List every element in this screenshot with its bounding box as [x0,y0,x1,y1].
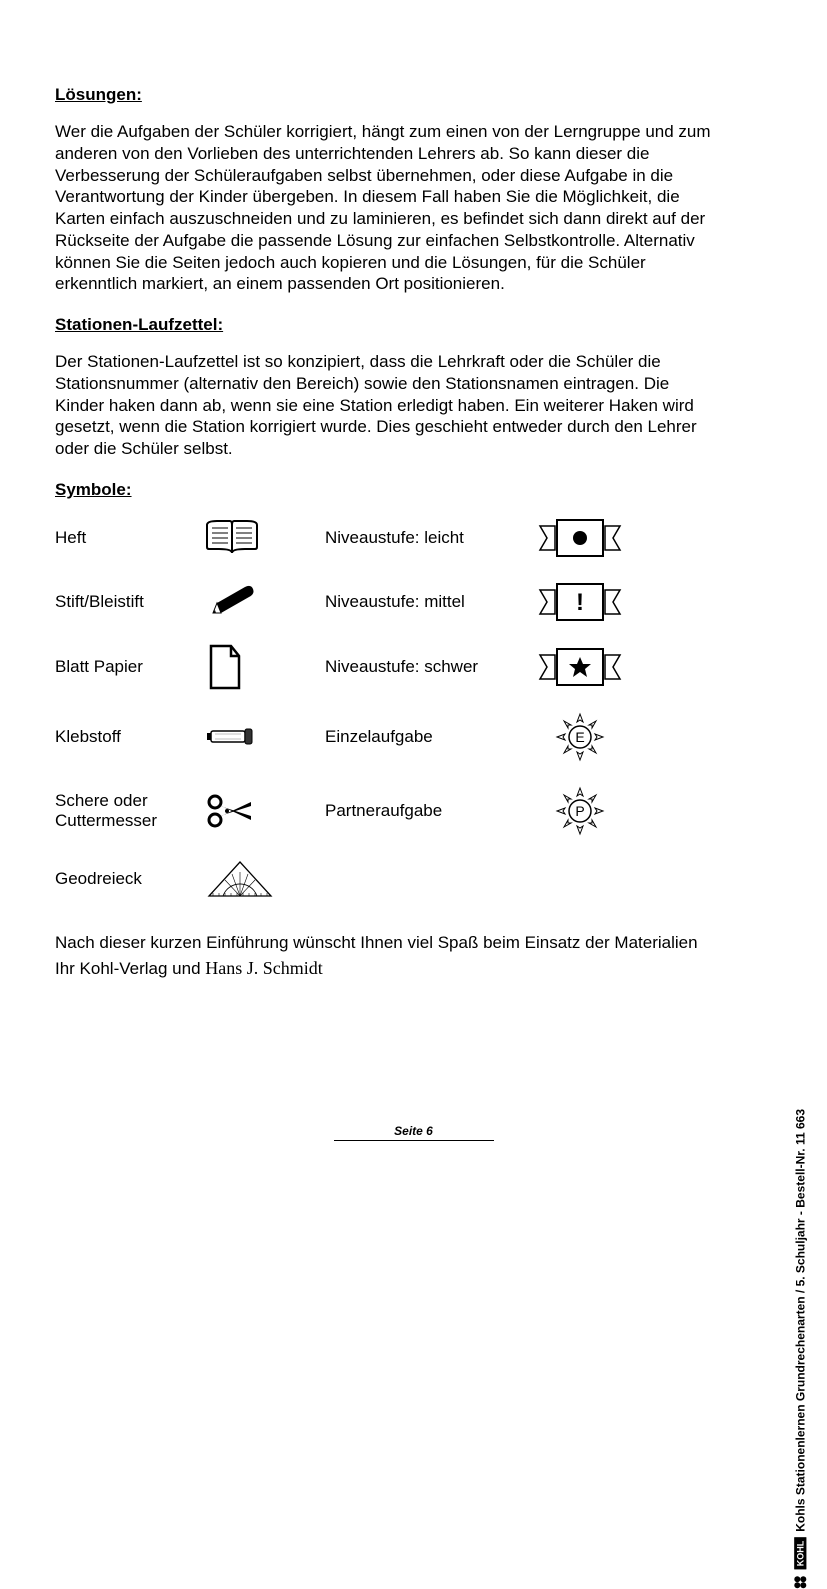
symbol-label-mittel: Niveaustufe: mittel [325,592,525,612]
badge-leicht-icon [525,516,635,560]
sidebar-imprint: KOHL Kohls Stationenlernen Grundrechenar… [793,1109,807,1589]
kohl-clover-icon [793,1575,807,1589]
symbol-label-stift: Stift/Bleistift [55,592,205,612]
closing-text: Nach dieser kurzen Einführung wünscht Ih… [55,930,715,983]
symbol-label-schwer: Niveaustufe: schwer [325,657,525,677]
badge-mittel-icon: ! [525,580,635,624]
closing-line1: Nach dieser kurzen Einführung wünscht Ih… [55,930,715,956]
svg-text:P: P [575,803,584,819]
page-number: Seite 6 [0,1124,827,1141]
heading-symbole: Symbole: [55,480,715,500]
book-icon [205,519,325,557]
symbols-grid: Heft Niveaustufe: leicht [55,516,715,900]
page-number-line [334,1140,494,1141]
svg-text:!: ! [576,589,584,616]
kohl-logo: KOHL [794,1538,806,1570]
symbol-label-klebstoff: Klebstoff [55,727,205,747]
paragraph-loesungen: Wer die Aufgaben der Schüler korrigiert,… [55,121,715,295]
symbol-label-papier: Blatt Papier [55,657,205,677]
glue-icon [205,715,325,759]
symbol-label-einzel: Einzelaufgabe [325,727,525,747]
scissors-icon [205,792,325,830]
symbol-label-heft: Heft [55,528,205,548]
heading-loesungen: Lösungen: [55,85,715,105]
heading-laufzettel: Stationen-Laufzettel: [55,315,715,335]
page-number-text: Seite 6 [394,1124,433,1138]
symbol-label-leicht: Niveaustufe: leicht [325,528,525,548]
symbol-label-partner: Partneraufgabe [325,801,525,821]
triangle-ruler-icon [205,858,325,900]
badge-partner-icon: P [525,784,635,838]
symbol-label-geodreieck: Geodreieck [55,869,205,889]
paragraph-laufzettel: Der Stationen-Laufzettel ist so konzipie… [55,351,715,460]
svg-text:E: E [575,729,584,745]
symbol-label-schere: Schere oder Cuttermesser [55,791,205,831]
paper-icon [205,644,325,690]
pencil-icon [205,583,325,621]
badge-einzel-icon: E [525,710,635,764]
sidebar-title: Kohls Stationenlernen Grundrechenarten /… [793,1109,807,1532]
closing-line2: Ihr Kohl-Verlag und Hans J. Schmidt [55,955,715,982]
badge-schwer-icon [525,645,635,689]
page-content: Lösungen: Wer die Aufgaben der Schüler k… [0,0,770,1032]
closing-prefix: Ihr Kohl-Verlag und [55,959,205,978]
signature: Hans J. Schmidt [205,958,323,978]
